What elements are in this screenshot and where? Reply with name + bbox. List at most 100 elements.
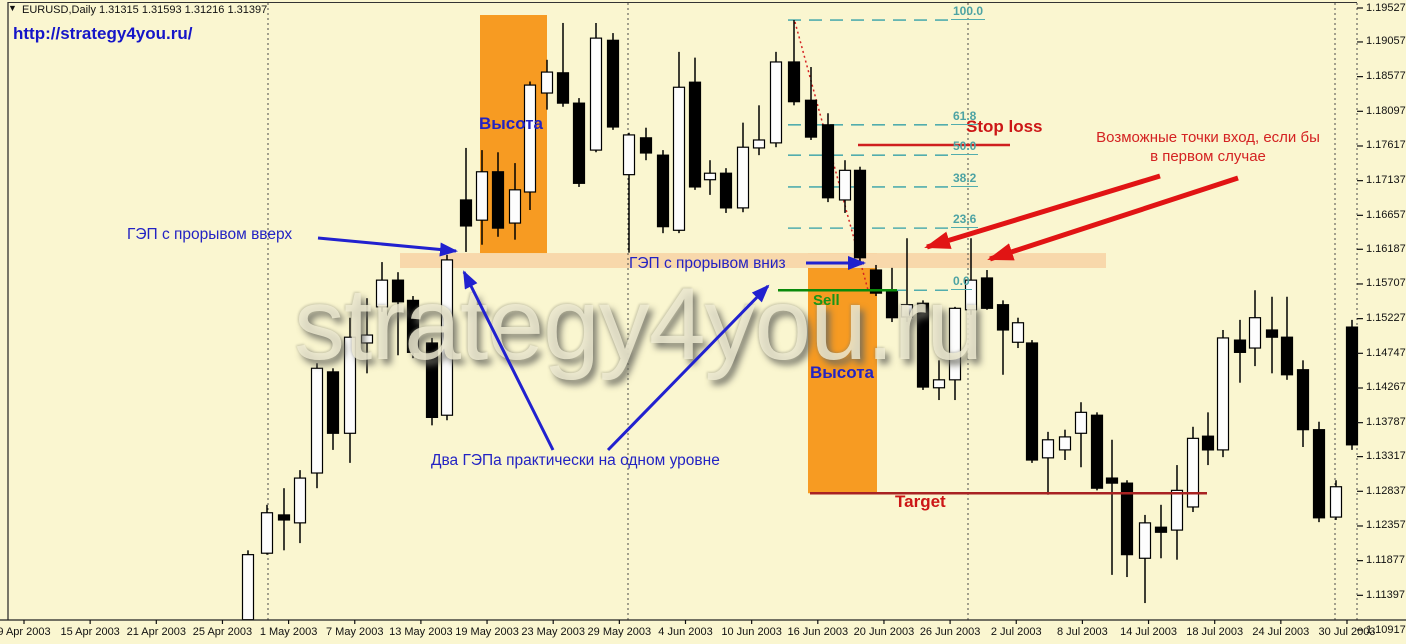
fib-level-label: 50.0 xyxy=(951,139,979,156)
watermark-text: strategy4you.ru xyxy=(294,267,983,381)
candle-bearish xyxy=(1120,482,1134,556)
candle-bullish xyxy=(293,477,307,524)
date-axis-label: 15 Apr 2003 xyxy=(60,626,120,638)
candle-bearish xyxy=(1105,477,1119,484)
candle-bearish xyxy=(425,342,439,418)
candle-bearish xyxy=(996,304,1010,331)
candle-bullish xyxy=(360,334,374,344)
candle-bullish xyxy=(1248,317,1262,349)
gap-level-band xyxy=(400,253,1106,268)
date-axis-label: 29 May 2003 xyxy=(587,626,652,638)
blue-annotation-arrow xyxy=(606,284,770,452)
blue-annotation-arrow xyxy=(317,236,458,257)
date-axis-label: 25 Apr 2003 xyxy=(192,626,253,638)
candle-bullish xyxy=(375,279,389,308)
fib-level-label: 38.2 xyxy=(951,170,979,187)
symbol-dropdown-icon: ▼ xyxy=(8,3,17,13)
price-axis-label: 1.18097 xyxy=(1366,104,1406,117)
candle-bullish xyxy=(440,259,454,416)
date-axis-label: 18 Jul 2003 xyxy=(1186,626,1244,638)
date-axis-label: 4 Jun 2003 xyxy=(658,626,713,638)
candle-bearish xyxy=(391,279,405,303)
candle-bearish xyxy=(572,102,586,184)
entry-points-note: Возможные точки вход, если бы в первом с… xyxy=(1080,128,1336,166)
candle-bullish xyxy=(523,84,537,193)
candle-bearish xyxy=(787,61,801,103)
price-axis-label: 1.12837 xyxy=(1366,484,1406,497)
candle-bullish xyxy=(964,279,978,311)
candle-bullish xyxy=(1058,436,1072,451)
symbol-ohlc-line: EURUSD,Daily 1.31315 1.31593 1.31216 1.3… xyxy=(22,4,268,16)
candle-bullish xyxy=(948,307,962,381)
candle-bullish xyxy=(1011,322,1025,343)
price-axis-label: 1.13317 xyxy=(1366,450,1406,463)
date-axis-label: 7 May 2003 xyxy=(326,626,384,638)
price-axis-label: 1.12357 xyxy=(1366,519,1406,532)
candle-bearish xyxy=(1025,342,1039,461)
price-axis-label: 1.17137 xyxy=(1366,174,1406,187)
red-annotation-arrow xyxy=(924,173,1161,250)
candle-bearish xyxy=(1233,339,1247,353)
candle-bearish xyxy=(459,199,473,227)
date-axis-label: 23 May 2003 xyxy=(521,626,585,638)
candle-bullish xyxy=(260,512,274,554)
entry-points-note-line2: в первом случае xyxy=(1150,148,1266,165)
candle-bearish xyxy=(1265,329,1279,338)
candle-bearish xyxy=(804,99,818,138)
candle-bearish xyxy=(656,154,670,228)
candle-bullish xyxy=(1216,337,1230,451)
candle-bearish xyxy=(916,302,930,388)
candle-bearish xyxy=(821,124,835,199)
price-axis-label: 1.18577 xyxy=(1366,70,1406,83)
price-axis-label: 1.10917 xyxy=(1366,623,1406,636)
candle-bullish xyxy=(622,134,636,176)
entry-points-note-line1: Возможные точки вход, если бы xyxy=(1096,129,1320,146)
candle-bullish xyxy=(589,37,603,151)
candle-bearish xyxy=(688,81,702,188)
date-axis-label: 16 Jun 2003 xyxy=(787,626,849,638)
price-axis-label: 1.19057 xyxy=(1366,35,1406,48)
candle-bullish xyxy=(769,61,783,144)
gap-down-note: ГЭП с прорывом вниз xyxy=(629,255,786,272)
candle-bullish xyxy=(932,379,946,389)
candle-bearish xyxy=(606,39,620,128)
candle-bearish xyxy=(1201,435,1215,451)
candle-bearish xyxy=(719,172,733,209)
target-label: Target xyxy=(895,492,946,511)
candle-bearish xyxy=(639,137,653,154)
price-axis-label: 1.16187 xyxy=(1366,242,1406,255)
candle-bearish xyxy=(1312,429,1326,519)
candle-bearish xyxy=(406,299,420,353)
price-axis-label: 1.14267 xyxy=(1366,381,1406,394)
date-axis-label: 21 Apr 2003 xyxy=(126,626,186,638)
date-axis-label: 1 May 2003 xyxy=(259,626,318,638)
fib-level-label: 0.0 xyxy=(951,274,972,291)
candle-bullish xyxy=(672,86,686,231)
stop-loss-label: Stop loss xyxy=(966,117,1043,136)
candle-bullish xyxy=(1041,439,1055,459)
two-gaps-note: Два ГЭПа практически на одном уровне xyxy=(431,452,720,469)
candle-bullish xyxy=(900,304,914,318)
fib-level-label: 23.6 xyxy=(951,212,979,229)
price-axis-label: 1.13787 xyxy=(1366,416,1406,429)
date-axis-label: 14 Jul 2003 xyxy=(1120,626,1177,638)
date-axis-label: 2 Jul 2003 xyxy=(990,626,1042,638)
candle-bearish xyxy=(1345,326,1359,446)
candle-bearish xyxy=(869,269,883,294)
price-axis-label: 1.14747 xyxy=(1366,346,1406,359)
candle-bearish xyxy=(277,514,291,521)
candle-bearish xyxy=(326,371,340,434)
date-axis-label: 24 Jul 2003 xyxy=(1252,626,1310,638)
candle-bullish xyxy=(736,146,750,209)
price-axis-label: 1.15227 xyxy=(1366,312,1406,325)
candle-bearish xyxy=(1090,414,1104,489)
price-axis-label: 1.11877 xyxy=(1366,554,1405,567)
date-axis-label: 9 Apr 2003 xyxy=(0,626,51,638)
date-axis-label: 10 Jun 2003 xyxy=(721,626,782,638)
height-projection-2 xyxy=(808,253,877,494)
candle-bullish xyxy=(703,172,717,181)
candle-bearish xyxy=(1154,526,1168,533)
